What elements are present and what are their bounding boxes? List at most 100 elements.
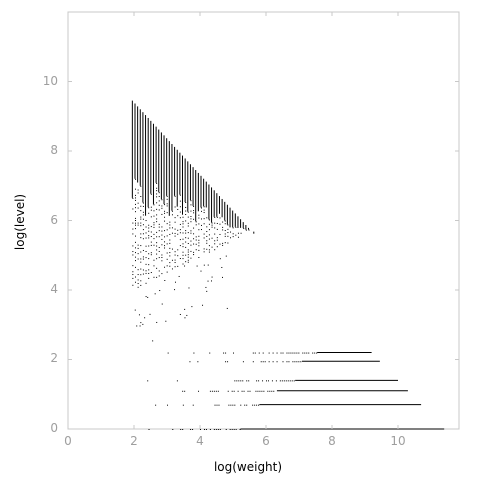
data-point [166,212,168,214]
data-point [142,269,144,271]
data-point [219,258,221,260]
data-point [208,249,210,251]
data-point [153,276,155,278]
data-point [213,429,215,430]
points-layer [131,100,445,430]
data-point [207,264,209,266]
data-point [158,236,160,238]
data-point [161,234,163,236]
data-point [225,429,227,430]
data-point [242,361,244,363]
data-point [227,361,229,363]
data-point [288,352,290,354]
data-point [150,236,152,238]
data-point [142,238,144,240]
data-point [132,271,134,273]
data-point [137,222,139,224]
data-point [226,307,228,309]
data-point [132,222,134,224]
data-point [158,223,160,225]
data-point [182,246,184,248]
data-point [237,232,239,234]
data-point [166,198,168,200]
data-point [153,215,155,217]
data-point [203,429,205,430]
data-point [214,249,216,251]
data-point [134,235,136,237]
data-point [150,231,152,233]
data-point [158,192,160,194]
data-point [187,211,189,213]
data-point [156,182,158,184]
data-point [208,238,210,240]
data-point [158,270,160,272]
x-tick-label: 0 [64,434,72,448]
data-point [171,248,173,250]
data-point [198,239,200,241]
data-point [169,242,171,244]
data-point [211,390,213,392]
data-point [235,226,237,228]
data-point [184,390,186,392]
data-point [185,230,187,232]
data-point [224,242,226,244]
data-point [148,258,150,260]
data-point [142,229,144,231]
data-point [216,404,218,406]
data-point [179,211,181,213]
data-point [134,217,136,219]
data-point [187,216,189,218]
data-point [174,221,176,223]
data-point [271,390,273,392]
data-point [203,237,205,239]
data-point [214,404,216,406]
data-point [192,404,194,406]
data-point [262,361,264,363]
data-point [203,223,205,225]
data-point [262,380,264,382]
data-point [140,222,142,224]
data-point [206,231,208,233]
data-point [153,204,155,206]
data-point [137,192,139,194]
data-point [203,264,205,266]
data-point [292,352,294,354]
data-point [290,352,292,354]
data-point [276,352,278,354]
data-point [140,185,142,187]
data-point [150,254,152,256]
data-point [148,264,150,266]
data-point [140,233,142,235]
data-point [292,361,294,363]
data-point [140,216,142,218]
data-point [134,252,136,254]
data-point [190,429,192,430]
data-point [272,361,274,363]
data-point [216,222,218,224]
data-point [136,325,138,327]
data-point [150,193,152,195]
data-point [190,244,192,246]
data-point [164,212,166,214]
data-point [189,361,191,363]
data-point [227,228,229,230]
data-point [134,241,136,243]
data-point [164,230,166,232]
data-point [185,254,187,256]
data-point [156,321,158,323]
data-point [219,233,221,235]
data-point [208,223,210,225]
data-point [200,229,202,231]
data-point [156,214,158,216]
data-point [174,251,176,253]
data-point [142,211,144,213]
data-point [142,249,144,251]
data-point [142,224,144,226]
data-point [153,244,155,246]
data-point [156,218,158,220]
data-point [243,228,245,230]
data-point [227,224,229,226]
data-point [246,404,248,406]
y-axis-title: log(level) [13,194,27,250]
